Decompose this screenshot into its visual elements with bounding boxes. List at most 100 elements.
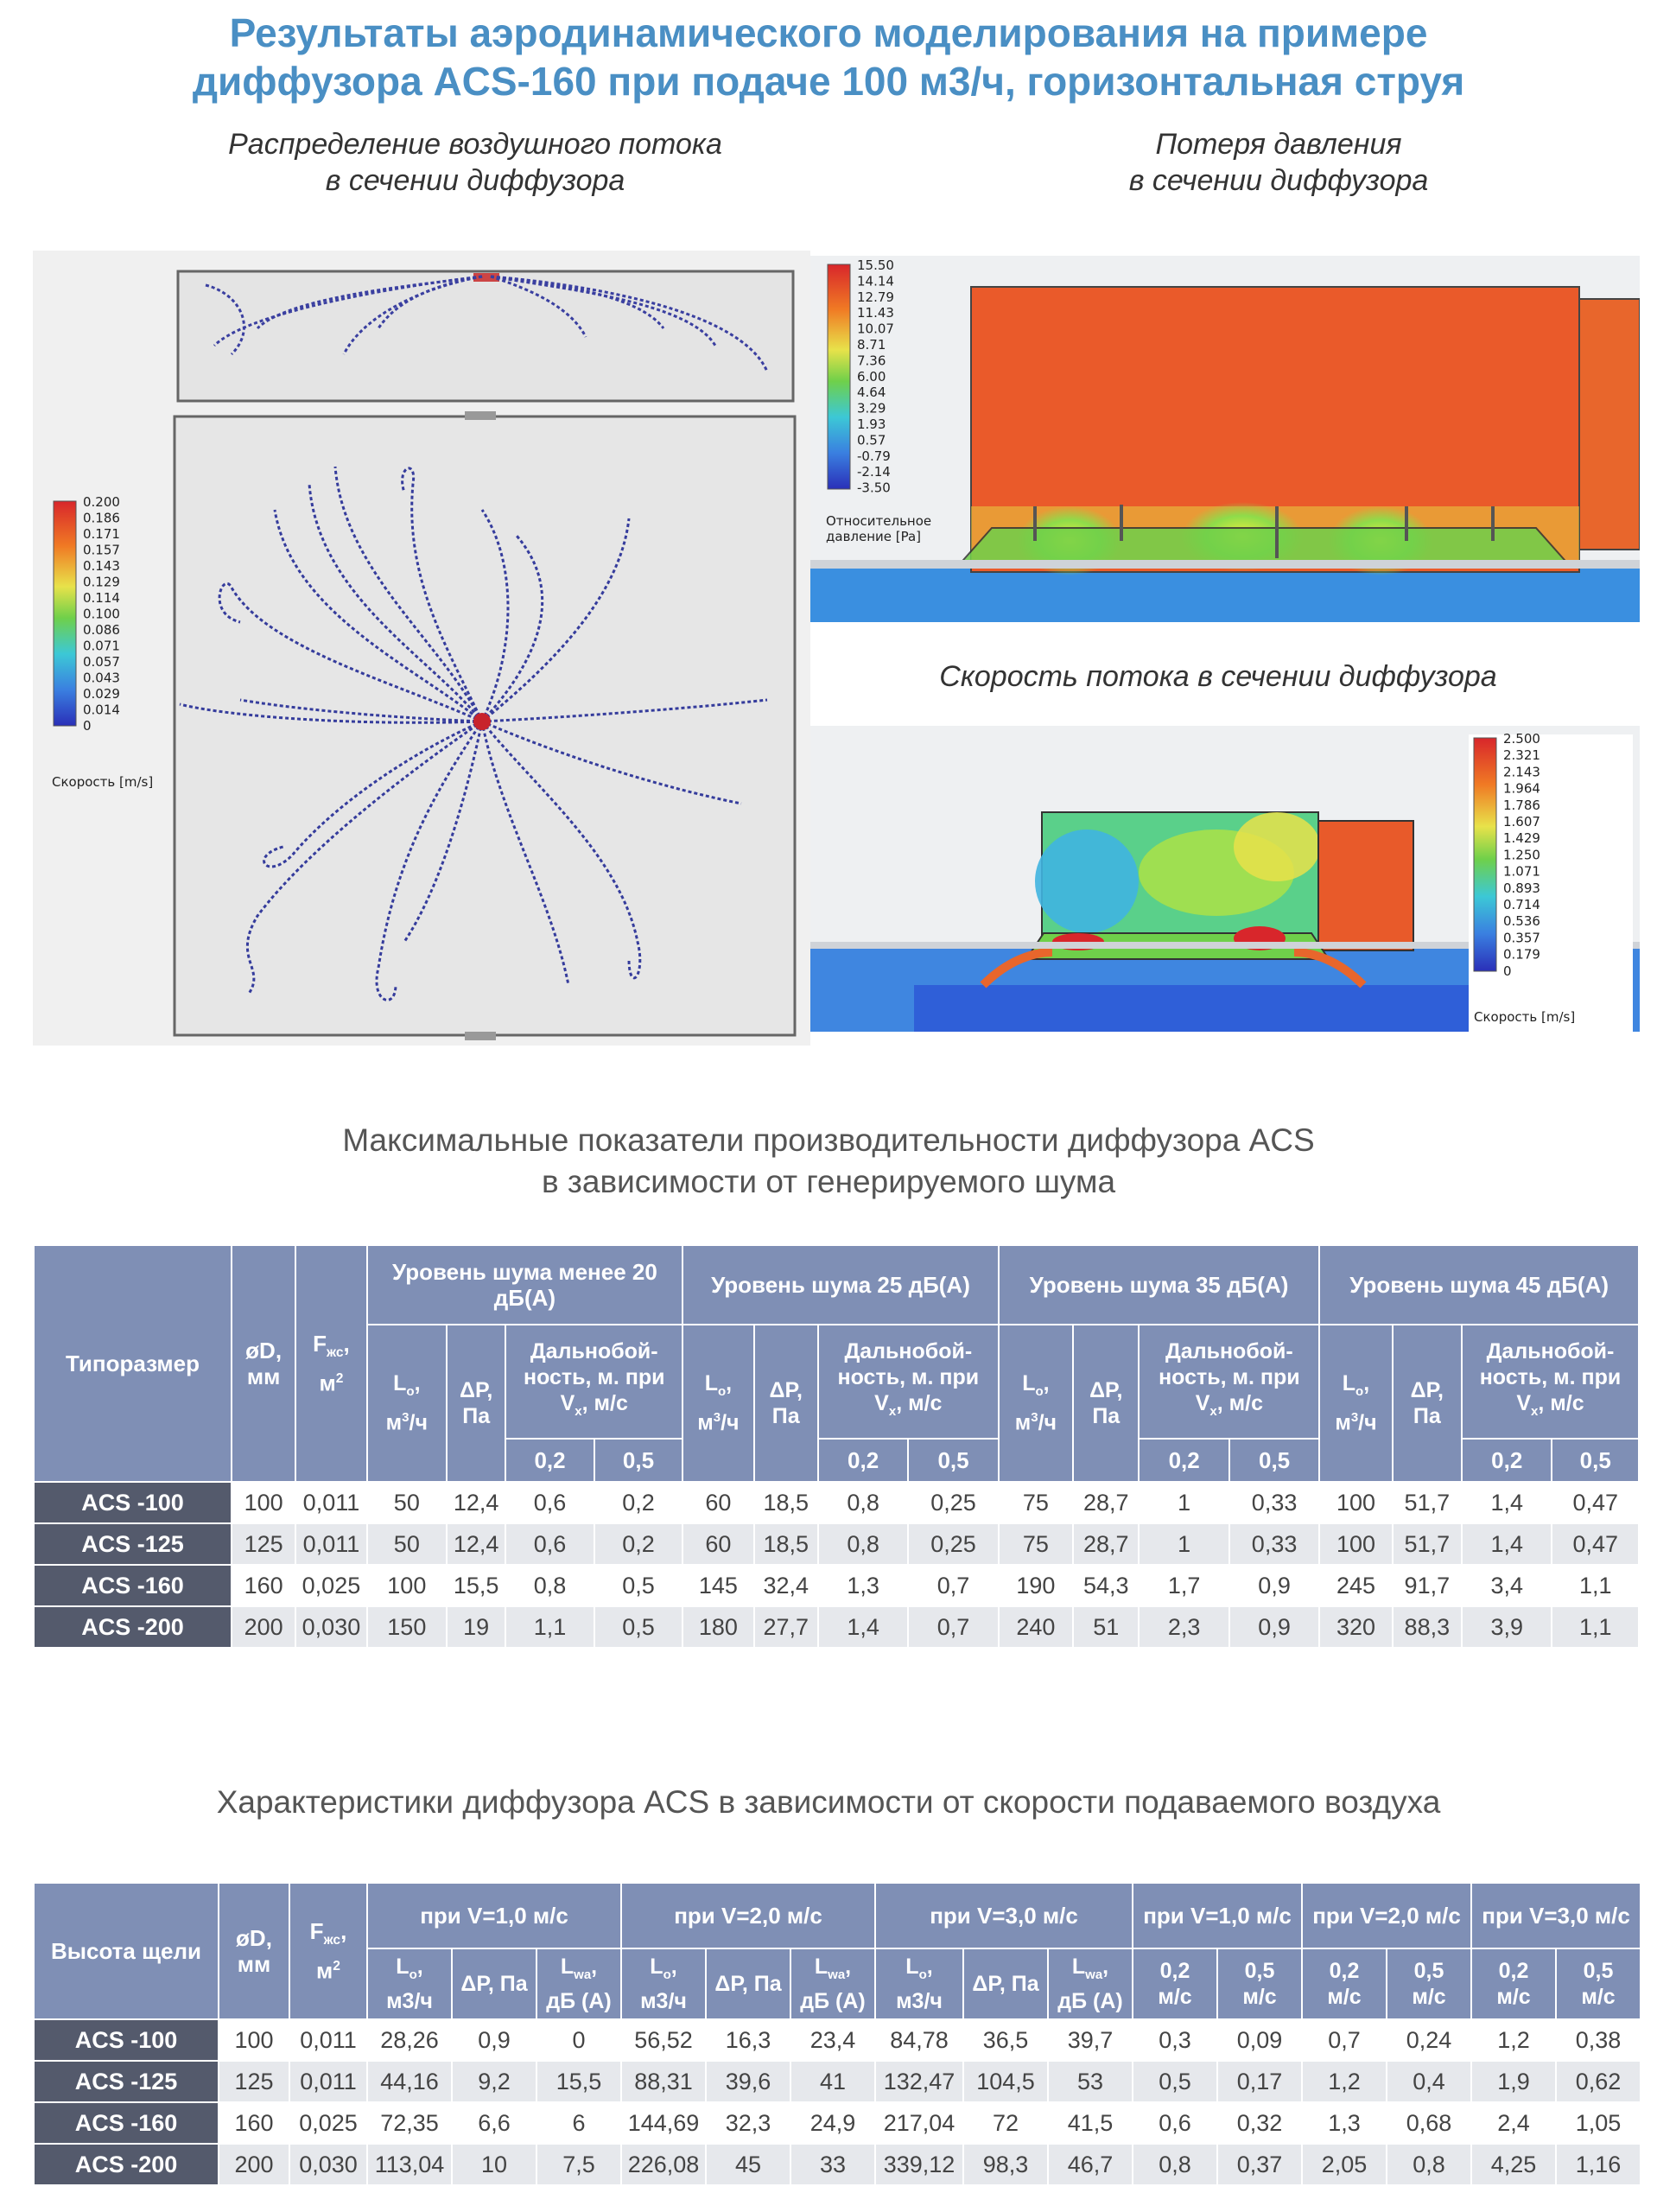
t1-cell: 60	[682, 1481, 755, 1524]
t1-cell: 75	[997, 1481, 1075, 1524]
legend-tick-label: 0.100	[83, 607, 120, 622]
legend-tick-label: 7.36	[857, 353, 886, 368]
t1-cell: 145	[682, 1564, 755, 1607]
t2-header-dp: ΔP, Па	[451, 1948, 537, 2020]
t1-cell: 50	[365, 1481, 448, 1524]
t2-row-label: ACS -125	[33, 2060, 219, 2103]
legend-tick-label: 0.071	[83, 639, 120, 654]
flow-legend-title: Скорость [m/s]	[52, 774, 153, 790]
flow-caption-line1: Распределение воздушного потока	[228, 128, 722, 161]
table2-title: Характеристики диффузора ACS в зависимос…	[216, 1784, 1441, 1820]
legend-tick-label: 0.114	[83, 590, 120, 606]
t2-row-label: ACS -200	[33, 2143, 219, 2186]
t1-cell: 0,8	[816, 1481, 910, 1524]
flow-caption: Распределение воздушного потока в сечени…	[156, 126, 795, 199]
legend-tick-label: 0	[1503, 963, 1512, 979]
t2-cell: 10	[451, 2143, 537, 2186]
t2-cell: 0,32	[1216, 2101, 1304, 2145]
t1-cell: 1,3	[816, 1564, 910, 1607]
t2-row-label: ACS -160	[33, 2101, 219, 2145]
t1-header-v05: 0,5	[1228, 1438, 1321, 1483]
t2-cell: 217,04	[874, 2101, 964, 2145]
t1-cell: 0,6	[505, 1481, 595, 1524]
t1-cell: 200	[230, 1605, 297, 1649]
performance-table-body: ACS -100 100 0,011 50 12,4 0,6 0,2 60 18,5 0,8 0,2…	[33, 1481, 1640, 1649]
performance-table: Типоразмер øD, мм Fжс, м2 Уровень шума мен…	[33, 1244, 1640, 1649]
t1-header-diameter: øD, мм	[230, 1244, 297, 1483]
t1-header-v05: 0,5	[1551, 1438, 1640, 1483]
legend-tick-label: 0.086	[83, 622, 120, 638]
t1-cell: 0,6	[505, 1522, 595, 1566]
t2-cell: 0,17	[1216, 2060, 1304, 2103]
page-title-line1: Результаты аэродинамического моделирован…	[229, 10, 1428, 55]
t1-cell: 1,1	[1551, 1564, 1640, 1607]
t2-group-v2: при V=2,0 м/с	[620, 1882, 876, 1949]
t1-cell: 125	[230, 1522, 297, 1566]
t2-cell: 45	[705, 2143, 791, 2186]
t2-cell: 2,4	[1470, 2101, 1558, 2145]
t1-cell: 18,5	[752, 1522, 819, 1566]
t1-cell: 100	[1318, 1522, 1394, 1566]
t1-cell: 0,025	[295, 1564, 368, 1607]
t1-header-size: Типоразмер	[33, 1244, 232, 1483]
pressure-legend-title-2: давление [Pa]	[826, 529, 921, 544]
t2-cell: 125	[218, 2060, 290, 2103]
legend-tick-label: 0.157	[83, 543, 120, 558]
flow-caption-line2: в сечении диффузора	[325, 164, 625, 197]
flow-distribution-image: 0.2000.1860.1710.1570.1430.1290.1140.100…	[33, 251, 810, 1046]
legend-tick-label: 1.071	[1503, 864, 1540, 880]
t1-cell: 60	[682, 1522, 755, 1566]
t1-cell: 75	[997, 1522, 1075, 1566]
t2-cell: 113,04	[366, 2143, 453, 2186]
t2-header-diameter: øD, мм	[218, 1882, 290, 2020]
t2-cell: 0,38	[1555, 2018, 1642, 2062]
t1-header-v02: 0,2	[1460, 1438, 1553, 1483]
t2-header-dp: ΔP, Па	[962, 1948, 1049, 2020]
t2-cell: 339,12	[874, 2143, 964, 2186]
t2-cell: 0,030	[289, 2143, 368, 2186]
t2-group-v3-range: при V=3,0 м/с	[1470, 1882, 1642, 1949]
legend-tick-label: 10.07	[857, 321, 894, 337]
t2-header-dp: ΔP, Па	[705, 1948, 791, 2020]
t2-cell: 1,9	[1470, 2060, 1558, 2103]
t1-header-area: Fжс, м2	[295, 1244, 368, 1483]
t1-cell: 51,7	[1391, 1522, 1463, 1566]
t2-cell: 41,5	[1047, 2101, 1133, 2145]
t2-cell: 88,31	[620, 2060, 707, 2103]
t2-group-v3: при V=3,0 м/с	[874, 1882, 1133, 1949]
legend-tick-label: 0.536	[1503, 913, 1540, 929]
legend-tick-label: 0.714	[1503, 897, 1540, 912]
legend-tick-label: -0.79	[857, 448, 891, 464]
t2-group-v1-range: при V=1,0 м/с	[1131, 1882, 1304, 1949]
page-title-line2: диффузора ACS-160 при подаче 100 м3/ч, г…	[192, 59, 1465, 104]
legend-tick-label: -2.14	[857, 464, 891, 480]
t2-cell: 0,025	[289, 2101, 368, 2145]
t1-cell: 0,9	[1228, 1605, 1321, 1649]
t1-cell: 0,9	[1228, 1564, 1321, 1607]
t2-header-v02: 0,2 м/с	[1132, 1948, 1218, 2020]
legend-tick-label: 14.14	[857, 273, 894, 289]
t2-cell: 100	[218, 2018, 290, 2062]
t1-cell: 28,7	[1072, 1522, 1140, 1566]
t2-cell: 0,7	[1301, 2018, 1388, 2062]
t2-cell: 0,011	[289, 2018, 368, 2062]
t1-cell: 0,030	[295, 1605, 368, 1649]
t1-cell: 28,7	[1072, 1481, 1140, 1524]
t2-cell: 1,2	[1470, 2018, 1558, 2062]
table1-title-line2: в зависимости от генерируемого шума	[541, 1164, 1116, 1199]
t1-header-dp: ΔP, Па	[1391, 1324, 1463, 1483]
t2-header-lwa: Lwa, дБ (А)	[790, 1948, 876, 2020]
t1-cell: 1	[1138, 1481, 1230, 1524]
t1-cell: 240	[997, 1605, 1075, 1649]
t1-cell: 0,8	[505, 1564, 595, 1607]
t1-header-lo: Lo, м3/ч	[1318, 1324, 1394, 1483]
t1-cell: 54,3	[1072, 1564, 1140, 1607]
t1-cell: 15,5	[446, 1564, 507, 1607]
t2-cell: 0,6	[1132, 2101, 1218, 2145]
t2-cell: 0,9	[451, 2018, 537, 2062]
t1-cell: 91,7	[1391, 1564, 1463, 1607]
pressure-loss-image: 15.5014.1412.7911.4310.078.717.366.004.6…	[810, 256, 1640, 622]
t2-cell: 23,4	[790, 2018, 876, 2062]
t1-cell: 32,4	[752, 1564, 819, 1607]
